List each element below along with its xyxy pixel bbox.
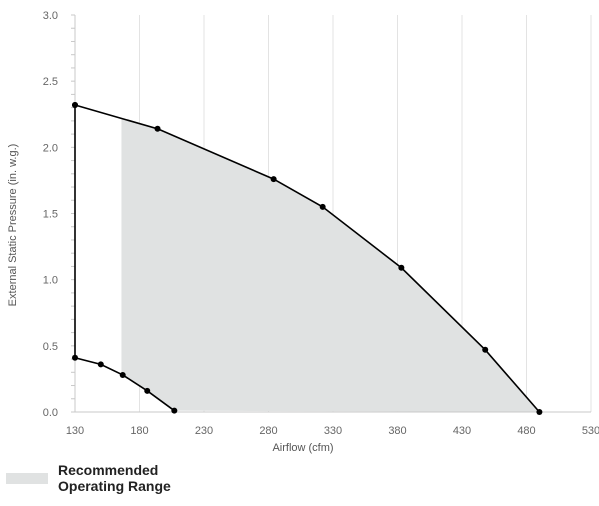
data-point [171,407,178,414]
data-point [154,125,161,132]
y-tick-label: 0.5 [43,341,58,353]
x-tick-label: 380 [388,425,406,437]
y-tick-label: 0.0 [43,407,58,419]
data-point [72,101,78,108]
data-point [119,371,126,378]
data-point [72,354,78,361]
data-point [97,361,104,368]
x-tick-label: 130 [66,425,84,437]
x-tick-label: 230 [195,425,213,437]
legend: Recommended Operating Range [6,462,198,494]
y-tick-label: 1.5 [43,209,58,221]
operating-range-region [121,118,540,413]
series-line [74,104,175,412]
y-tick-label: 3.0 [43,10,58,22]
data-point [270,176,277,183]
x-tick-label: 530 [582,425,599,437]
data-point [398,264,405,271]
y-tick-label: 1.0 [43,275,58,287]
data-point [144,387,151,394]
x-tick-label: 280 [259,425,277,437]
x-tick-label: 430 [453,425,471,437]
data-point [536,409,543,415]
operating-range-area [121,118,540,413]
data-point [482,346,489,353]
x-tick-label: 330 [324,425,342,437]
x-axis-label: Airflow (cfm) [272,442,333,454]
y-axis-label: External Static Pressure (in. w.g.) [7,144,19,307]
legend-label: Recommended Operating Range [58,462,171,494]
legend-swatch [6,472,48,484]
y-tick-label: 2.0 [43,142,58,154]
tick-labels: 130 180 230 280 330 380 430 480 530 0.0 0.5 1.0 1.5 2… [43,10,599,437]
y-tick-label: 2.5 [43,76,58,88]
x-tick-label: 180 [130,425,148,437]
data-point [319,203,326,210]
x-tick-label: 480 [517,425,535,437]
series [72,101,543,415]
